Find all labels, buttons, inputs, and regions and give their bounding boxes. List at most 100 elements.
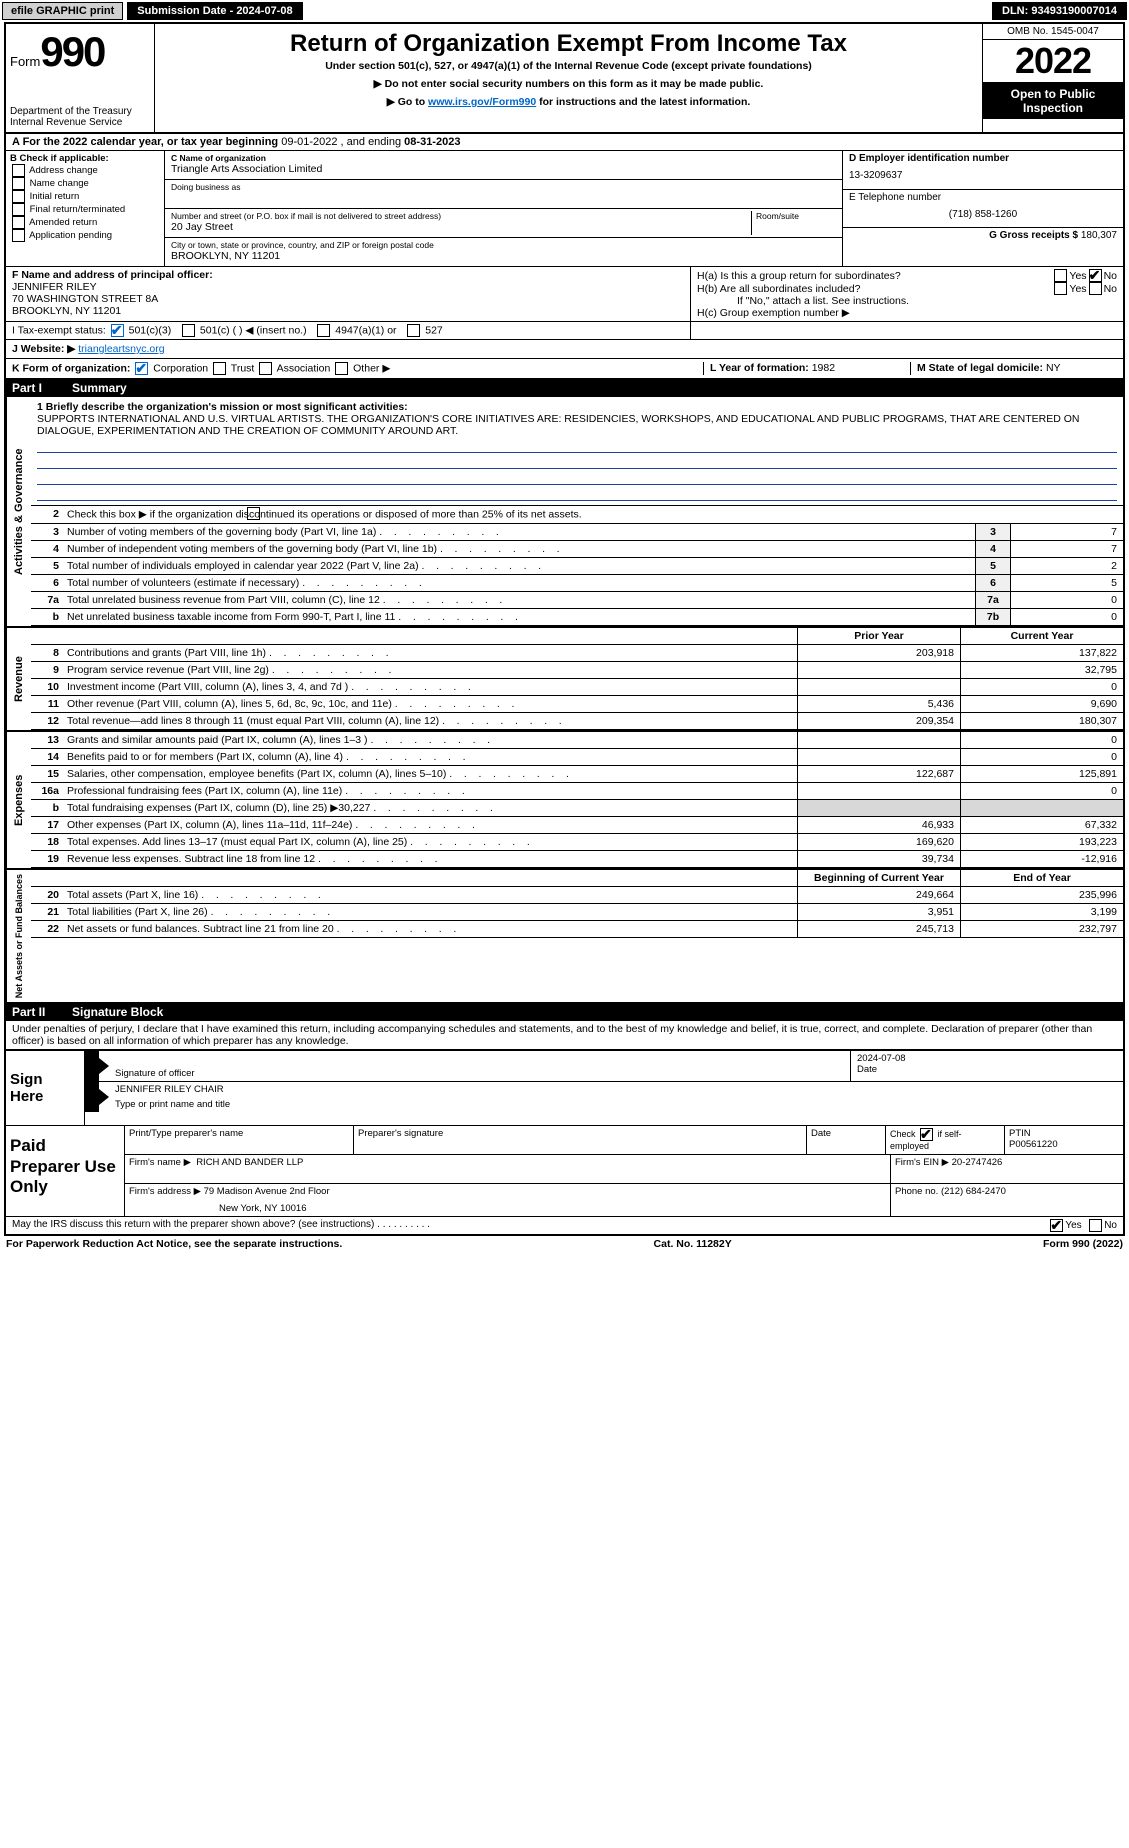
paid-preparer-label: Paid Preparer Use Only [6, 1126, 125, 1216]
data-row: 12Total revenue—add lines 8 through 11 (… [31, 713, 1123, 730]
gov-row: bNet unrelated business taxable income f… [31, 609, 1123, 626]
chk-initial-return[interactable]: Initial return [10, 190, 160, 203]
part-1-header: Part I Summary [6, 379, 1123, 397]
chk-527[interactable] [407, 324, 420, 337]
chk-final-return[interactable]: Final return/terminated [10, 203, 160, 216]
mission-text: SUPPORTS INTERNATIONAL AND U.S. VIRTUAL … [37, 413, 1117, 437]
submission-date: Submission Date - 2024-07-08 [127, 2, 302, 20]
section-net-assets: Net Assets or Fund Balances Beginning of… [6, 870, 1123, 1003]
chk-4947[interactable] [317, 324, 330, 337]
penalties-text: Under penalties of perjury, I declare th… [6, 1021, 1123, 1050]
form-frame: Form990 Department of the Treasury Inter… [4, 22, 1125, 1236]
chk-ha-yes[interactable] [1054, 269, 1067, 282]
ein-value: 13-3209637 [849, 170, 1117, 181]
firm-addr2: New York, NY 10016 [129, 1203, 886, 1214]
firm-ein: 20-2747426 [952, 1157, 1003, 1168]
top-bar: efile GRAPHIC print Submission Date - 20… [0, 0, 1129, 22]
firm-addr1: 79 Madison Avenue 2nd Floor [204, 1186, 330, 1197]
side-label-net: Net Assets or Fund Balances [6, 870, 31, 1002]
irs-link[interactable]: www.irs.gov/Form990 [428, 96, 536, 108]
section-fh: F Name and address of principal officer:… [6, 267, 1123, 322]
row-j-website: J Website: ▶ triangleartsnyc.org [6, 340, 1123, 359]
gov-row: 3Number of voting members of the governi… [31, 524, 1123, 541]
section-expenses: Expenses 13Grants and similar amounts pa… [6, 732, 1123, 870]
gov-row: 6Total number of volunteers (estimate if… [31, 575, 1123, 592]
dept-treasury: Department of the Treasury [10, 106, 150, 117]
hdr-beginning-year: Beginning of Current Year [797, 870, 960, 886]
officer-name: JENNIFER RILEY [12, 281, 684, 293]
arrow-icon [85, 1082, 99, 1112]
year-formation: 1982 [812, 362, 835, 374]
chk-amended[interactable]: Amended return [10, 216, 160, 229]
chk-hb-no[interactable] [1089, 282, 1102, 295]
chk-self-employed[interactable] [920, 1128, 933, 1141]
form-word: Form [10, 54, 40, 69]
chk-name-change[interactable]: Name change [10, 177, 160, 190]
officer-addr2: BROOKLYN, NY 11201 [12, 305, 684, 317]
side-label-revenue: Revenue [6, 628, 31, 730]
subtitle-3: ▶ Go to www.irs.gov/Form990 for instruct… [159, 96, 978, 108]
data-row: 10Investment income (Part VIII, column (… [31, 679, 1123, 696]
data-row: 18Total expenses. Add lines 13–17 (must … [31, 834, 1123, 851]
chk-trust[interactable] [213, 362, 226, 375]
line-2: Check this box ▶ if the organization dis… [63, 506, 1123, 523]
data-row: 17Other expenses (Part IX, column (A), l… [31, 817, 1123, 834]
open-to-public: Open to Public Inspection [983, 83, 1123, 119]
subtitle-1: Under section 501(c), 527, or 4947(a)(1)… [159, 60, 978, 72]
hdr-end-year: End of Year [960, 870, 1123, 886]
chk-ha-no[interactable] [1089, 269, 1102, 282]
omb-number: OMB No. 1545-0047 [983, 24, 1123, 39]
chk-discuss-no[interactable] [1089, 1219, 1102, 1232]
officer-addr1: 70 WASHINGTON STREET 8A [12, 293, 684, 305]
chk-corp[interactable] [135, 362, 148, 375]
data-row: 19Revenue less expenses. Subtract line 1… [31, 851, 1123, 868]
hdr-current-year: Current Year [960, 628, 1123, 644]
chk-assoc[interactable] [259, 362, 272, 375]
sign-here-label: Sign Here [6, 1051, 85, 1125]
gov-row: 4Number of independent voting members of… [31, 541, 1123, 558]
tax-year: 2022 [983, 39, 1123, 83]
chk-other[interactable] [335, 362, 348, 375]
side-label-governance: Activities & Governance [6, 397, 31, 626]
chk-address-change[interactable]: Address change [10, 164, 160, 177]
section-governance: Activities & Governance 1 Briefly descri… [6, 397, 1123, 628]
phone-value: (718) 858-1260 [849, 209, 1117, 220]
subtitle-2: ▶ Do not enter social security numbers o… [159, 78, 978, 90]
form-title: Return of Organization Exempt From Incom… [159, 30, 978, 58]
data-row: bTotal fundraising expenses (Part IX, co… [31, 800, 1123, 817]
state-domicile: NY [1046, 362, 1061, 374]
sign-here-block: Sign Here Signature of officer 2024-07-0… [6, 1050, 1123, 1125]
hdr-prior-year: Prior Year [797, 628, 960, 644]
chk-application-pending[interactable]: Application pending [10, 229, 160, 242]
arrow-icon [85, 1051, 99, 1081]
section-i: I Tax-exempt status: 501(c)(3) 501(c) ( … [6, 322, 1123, 340]
data-row: 11Other revenue (Part VIII, column (A), … [31, 696, 1123, 713]
chk-line2[interactable] [247, 507, 260, 520]
chk-hb-yes[interactable] [1054, 282, 1067, 295]
part-2-header: Part II Signature Block [6, 1003, 1123, 1021]
form-header: Form990 Department of the Treasury Inter… [6, 24, 1123, 134]
data-row: 9Program service revenue (Part VIII, lin… [31, 662, 1123, 679]
city-state-zip: BROOKLYN, NY 11201 [171, 250, 836, 262]
firm-name: RICH AND BANDER LLP [196, 1157, 303, 1168]
data-row: 15Salaries, other compensation, employee… [31, 766, 1123, 783]
row-klm: K Form of organization: Corporation Trus… [6, 359, 1123, 379]
street-address: 20 Jay Street [171, 221, 747, 233]
data-row: 14Benefits paid to or for members (Part … [31, 749, 1123, 766]
mission-box: 1 Briefly describe the organization's mi… [31, 397, 1123, 506]
data-row: 13Grants and similar amounts paid (Part … [31, 732, 1123, 749]
irs-label: Internal Revenue Service [10, 117, 150, 128]
chk-discuss-yes[interactable] [1050, 1219, 1063, 1232]
chk-501c3[interactable] [111, 324, 124, 337]
gross-receipts: 180,307 [1081, 230, 1117, 241]
chk-501c[interactable] [182, 324, 195, 337]
col-c-org-info: C Name of organization Triangle Arts Ass… [165, 151, 842, 266]
data-row: 8Contributions and grants (Part VIII, li… [31, 645, 1123, 662]
website-link[interactable]: triangleartsnyc.org [78, 343, 164, 355]
side-label-expenses: Expenses [6, 732, 31, 868]
org-name: Triangle Arts Association Limited [171, 163, 836, 175]
firm-phone: (212) 684-2470 [941, 1186, 1006, 1197]
ptin-value: P00561220 [1009, 1139, 1119, 1150]
col-b-checkboxes: B Check if applicable: Address change Na… [6, 151, 165, 266]
col-d-ein-phone: D Employer identification number 13-3209… [842, 151, 1123, 266]
